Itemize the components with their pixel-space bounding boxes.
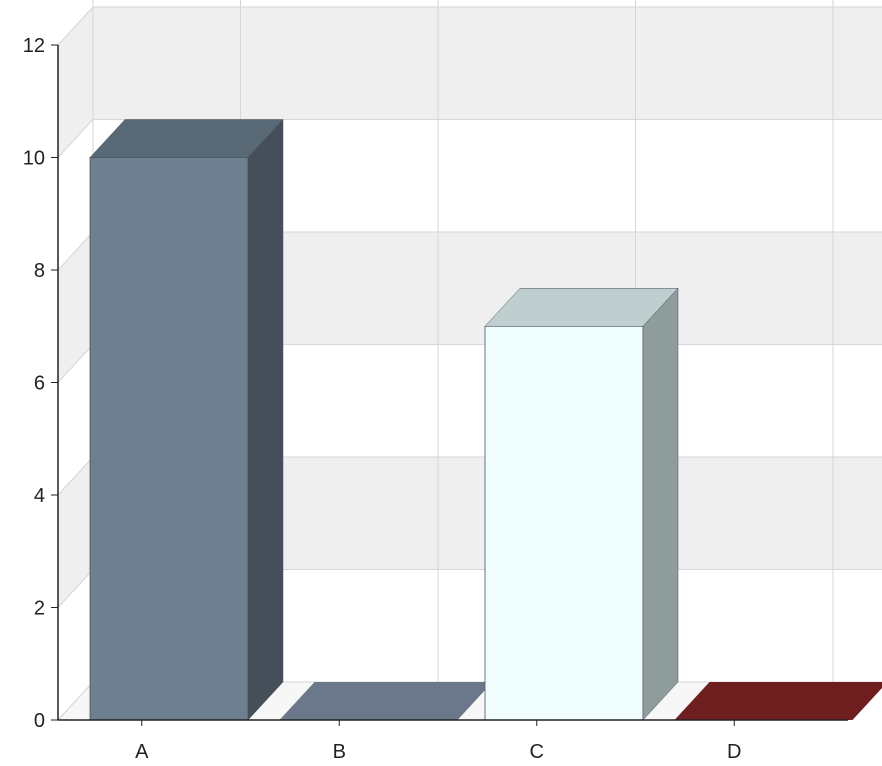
x-tick-label-d: D (727, 741, 741, 763)
bar-flat (674, 682, 882, 720)
bar-front (484, 325, 644, 721)
y-tick-label: 4 (34, 485, 45, 507)
x-tick-label-a: A (135, 741, 149, 763)
y-tick-label: 12 (23, 35, 45, 57)
y-tick-label: 6 (34, 373, 45, 395)
bar-flat (279, 682, 493, 720)
bar-a (89, 118, 284, 721)
chart-bars (89, 118, 882, 721)
bar-side (247, 118, 284, 721)
gridline-side (57, 569, 94, 608)
side-band (58, 232, 93, 383)
gridline-side (57, 456, 94, 496)
y-tick-label: 0 (34, 710, 45, 732)
gridline-side (57, 681, 94, 721)
bar-b (279, 682, 493, 720)
side-band (58, 7, 93, 158)
x-tick-label-c: C (530, 741, 544, 763)
grid-band (93, 7, 882, 120)
y-tick-label: 8 (34, 260, 45, 282)
chart-axes (51, 44, 848, 726)
side-band (58, 457, 93, 608)
bar-c (484, 287, 679, 721)
y-tick-label: 2 (34, 598, 45, 620)
chart-labels: 0 2 4 6 8 10 12 A B C D (23, 35, 742, 763)
gridline-side (57, 6, 94, 46)
bar-front (89, 157, 249, 721)
bar-d (674, 682, 882, 720)
gridline-side (57, 119, 94, 158)
bar-side (642, 287, 679, 721)
y-tick-label: 10 (23, 148, 45, 170)
x-tick-label-b: B (333, 741, 346, 763)
gridline-side (57, 231, 94, 271)
gridline-side (57, 344, 94, 383)
